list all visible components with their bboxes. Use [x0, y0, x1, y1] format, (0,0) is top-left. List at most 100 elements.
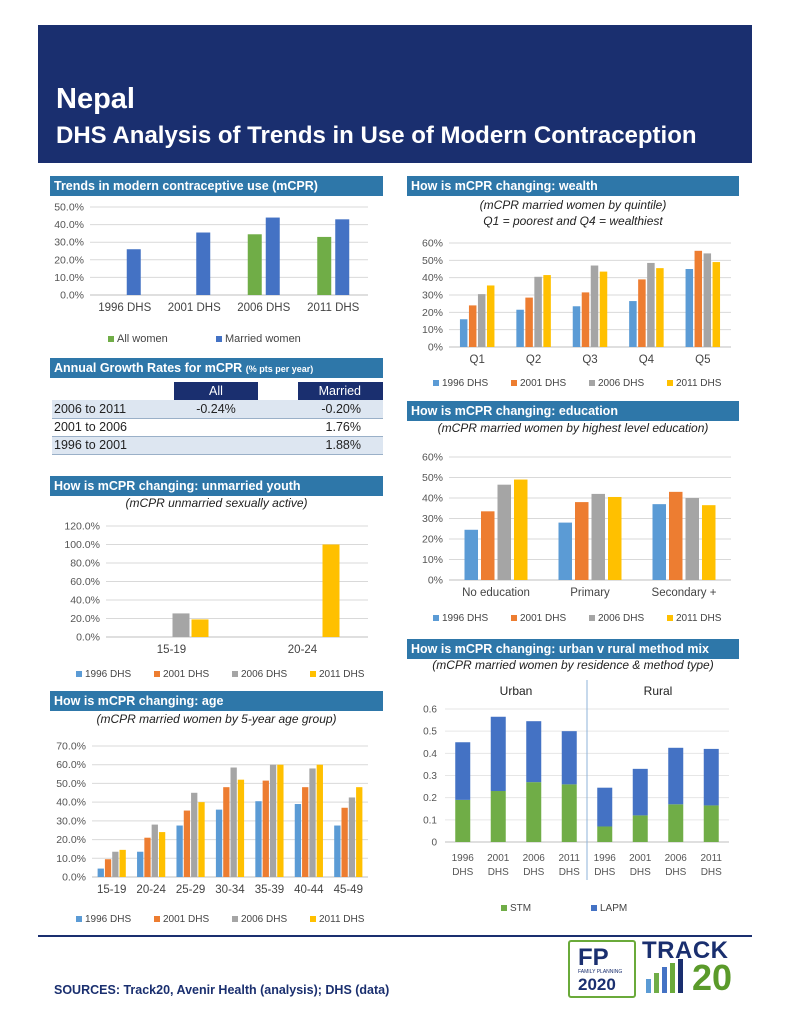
bar-2006-dhs [534, 276, 542, 347]
title-banner: Nepal DHS Analysis of Trends in Use of M… [38, 25, 752, 163]
x-tick-label: 2006 DHS [237, 302, 290, 314]
bar-lapm [597, 787, 613, 827]
bar-lapm [490, 716, 506, 792]
bar-stm [455, 799, 471, 842]
x-tick-label: 15-19 [157, 644, 186, 656]
x-tick-label: 2011 DHS [307, 302, 360, 314]
legend-label: 2001 DHS [520, 378, 566, 389]
x-tick-label: DHS [630, 867, 651, 878]
bar-1996-dhs [294, 804, 302, 877]
legend-swatch [667, 380, 673, 386]
y-tick-label: 0.4 [423, 749, 437, 760]
legend-label: 1996 DHS [442, 378, 488, 389]
legend-swatch [591, 905, 597, 911]
bar-married-women [335, 219, 350, 295]
y-tick-label: 40% [422, 493, 443, 505]
bar-2006-dhs [348, 797, 356, 877]
bar-1996-dhs [334, 825, 341, 877]
bar-2011-dhs [316, 764, 323, 877]
bar-2006-dhs [590, 265, 599, 347]
bar-2001-dhs [468, 305, 477, 347]
x-tick-label: 2011 [700, 853, 722, 864]
bar-2006-dhs [230, 767, 237, 877]
row-married: -0.20% [298, 400, 383, 418]
bar-2011-dhs [277, 764, 284, 877]
y-tick-label: 0.2 [423, 793, 437, 804]
sources-text: SOURCES: Track20, Avenir Health (analysi… [54, 983, 390, 997]
x-tick-label: No education [462, 587, 530, 599]
track20-logo: TRACK 20 [640, 937, 746, 999]
row-label: 2001 to 2006 [54, 420, 127, 434]
x-tick-label: 20-24 [288, 644, 318, 656]
age-subtitle: (mCPR married women by 5-year age group) [96, 712, 337, 726]
bar-1996-dhs [215, 809, 223, 877]
y-tick-label: 30.0% [54, 237, 84, 249]
y-tick-label: 70.0% [56, 741, 86, 753]
bar-2001-dhs [638, 279, 646, 347]
x-tick-label: 15-19 [97, 884, 126, 896]
x-tick-label: Q3 [582, 354, 597, 366]
bar-stm [526, 782, 542, 842]
youth-chart: 0.0% 20.0% 40.0% 60.0% 80.0% 100.0% 120.0% 15-1… [64, 521, 368, 680]
x-tick-label: 2001 [629, 853, 652, 864]
legend-swatch [232, 916, 238, 922]
bar-2001-dhs [341, 807, 348, 877]
y-tick-label: 20% [422, 307, 443, 319]
legend-swatch [310, 916, 316, 922]
bar-lapm [455, 742, 471, 800]
y-tick-label: 10% [422, 554, 443, 566]
x-tick-label: DHS [523, 867, 544, 878]
legend-swatch [433, 615, 439, 621]
y-tick-label: 0.3 [423, 771, 437, 782]
row-all: -0.24% [174, 400, 258, 418]
bar-1996-dhs [464, 529, 478, 580]
growth-table-header: All Married [52, 382, 383, 400]
table-row: 1996 to 2001 1.88% [52, 436, 383, 454]
trends-chart: 0.0% 10.0% 20.0% 30.0% 40.0% 50.0% 1996 DHS 200… [54, 202, 368, 345]
education-subtitle: (mCPR married women by highest level edu… [437, 421, 709, 435]
bar-2001-dhs [581, 292, 590, 347]
bar-2011-dhs [514, 479, 528, 580]
x-tick-label: DHS [452, 867, 473, 878]
legend-swatch [154, 916, 160, 922]
col-all: All [174, 382, 258, 400]
bar-2006-dhs [591, 493, 605, 580]
logo-bar [662, 967, 667, 993]
legend-swatch [511, 380, 517, 386]
legend-label: All women [117, 333, 168, 345]
x-tick-label: 45-49 [334, 884, 363, 896]
bar-stm [490, 791, 506, 842]
x-tick-label: Primary [570, 587, 610, 599]
bar-2011-dhs [486, 285, 495, 347]
trends-header: Trends in modern contraceptive use (mCPR… [50, 176, 383, 196]
legend-label: 2011 DHS [319, 669, 365, 680]
y-tick-label: 120.0% [64, 521, 100, 533]
youth-header: How is mCPR changing: unmarried youth [50, 476, 383, 496]
fp-logo-letters: FP [578, 944, 609, 971]
y-tick-label: 20% [422, 534, 443, 546]
y-tick-label: 40.0% [56, 797, 86, 809]
legend-swatch [511, 615, 517, 621]
bar-2006-dhs [269, 764, 277, 877]
group-label: Urban [500, 684, 533, 698]
bar-2011-dhs [237, 779, 245, 877]
legend-swatch [76, 916, 82, 922]
legend-label: 2006 DHS [241, 914, 287, 925]
bar-2006-dhs [647, 262, 655, 347]
urban-header: How is mCPR changing: urban v rural meth… [407, 639, 739, 659]
track-logo-number: 20 [692, 957, 733, 998]
education-chart: 0% 10% 20% 30% 40% 50% 60% No education Primary S… [422, 452, 731, 624]
wealth-subtitle: (mCPR married women by quintile) [479, 198, 667, 212]
table-row: 2006 to 2011 -0.24% -0.20% [52, 400, 383, 418]
legend-label: 2001 DHS [163, 669, 209, 680]
x-tick-label: 2006 [665, 853, 688, 864]
legend-label: 2011 DHS [676, 613, 722, 624]
y-tick-label: 0.6 [423, 705, 437, 716]
bar-1996-dhs [137, 851, 144, 877]
y-tick-label: 50% [422, 472, 443, 484]
bar-2006-dhs [191, 792, 198, 877]
bar-2011-dhs [119, 849, 126, 877]
y-tick-label: 100.0% [64, 539, 100, 551]
x-tick-label: Q4 [639, 354, 655, 366]
bar-stm [668, 804, 684, 842]
